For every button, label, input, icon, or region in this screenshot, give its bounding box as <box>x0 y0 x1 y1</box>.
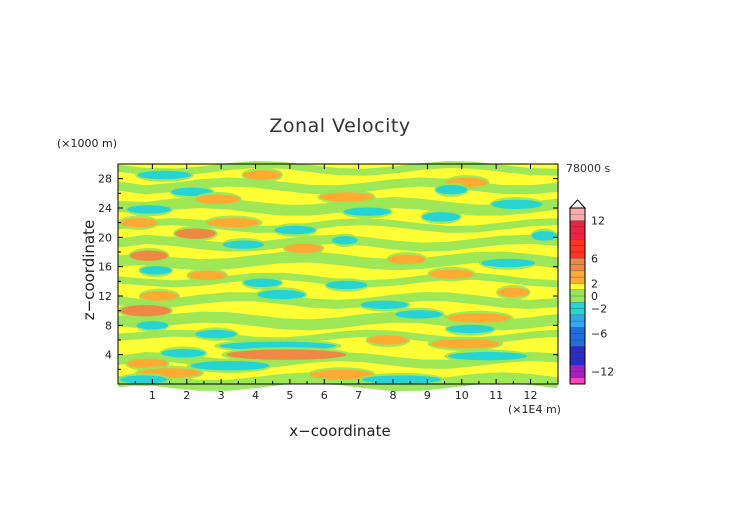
colorbar-extend-arrow <box>568 199 587 209</box>
field-band-neutral <box>117 292 559 309</box>
y-tick-label: 16 <box>98 261 112 274</box>
colorbar-tick-label: −6 <box>591 328 607 341</box>
x-axis: 1 2 3 4 5 6 7 8 9 10 11 12 <box>134 164 549 402</box>
field-band <box>126 205 172 214</box>
x-tick-label: 9 <box>424 389 431 402</box>
field-band <box>226 349 347 360</box>
field-band <box>119 217 158 228</box>
field-band <box>195 194 240 204</box>
field-band <box>343 207 391 216</box>
field-band <box>531 231 557 241</box>
field-band-neutral <box>117 197 559 216</box>
field-band <box>174 228 216 239</box>
colorbar-segment <box>570 220 585 240</box>
field-band <box>120 304 171 317</box>
field-band <box>284 243 323 254</box>
field-band <box>447 313 511 323</box>
field-band-neutral <box>117 251 559 271</box>
field-band <box>326 280 368 290</box>
time-label: 78000 s <box>566 162 611 175</box>
field-band <box>274 225 316 235</box>
field-band <box>332 236 358 245</box>
colorbar: 12 6 20−2 −6 −12 <box>568 199 614 385</box>
y-tick-label: 12 <box>98 290 112 303</box>
colorbar-tick-label: 2 <box>591 277 598 290</box>
field-band <box>435 184 468 195</box>
plot-frame <box>117 163 559 385</box>
field-band <box>140 266 172 275</box>
colorbar-tick-label: 0 <box>591 290 598 303</box>
field-band <box>257 289 305 300</box>
field-band <box>491 199 543 210</box>
field-band-neutral <box>117 218 559 233</box>
field-band-neutral <box>117 177 559 195</box>
field-band <box>367 335 409 345</box>
x-tick-label: 8 <box>390 389 397 402</box>
y-tick-label: 24 <box>98 202 112 215</box>
colorbar-tick-label: −12 <box>591 365 614 378</box>
y-axis-label: z−coordinate <box>80 219 98 321</box>
field-band <box>243 278 282 287</box>
colorbar-segment <box>570 327 585 347</box>
y-tick-label: 4 <box>105 349 112 362</box>
colorbar-tick-label: −2 <box>591 303 607 316</box>
x-tick-label: 1 <box>149 389 156 402</box>
field-band <box>309 369 374 380</box>
field-band <box>188 270 227 281</box>
field-band <box>129 250 168 261</box>
y-axis: 4 8 12 16 20 24 28 <box>98 173 558 370</box>
field-band <box>497 287 530 298</box>
x-tick-label: 12 <box>524 389 538 402</box>
y-tick-label: 28 <box>98 173 112 186</box>
field-band <box>387 254 426 265</box>
field-band <box>395 310 443 319</box>
field-band <box>429 269 474 279</box>
colorbar-segment <box>570 283 585 290</box>
field-band <box>360 300 409 309</box>
x-tick-label: 5 <box>286 389 293 402</box>
colorbar-segment <box>570 239 585 259</box>
field-band <box>140 291 179 301</box>
plot-area <box>117 160 559 391</box>
chart-title: Zonal Velocity <box>269 115 411 137</box>
x-axis-label: x−coordinate <box>289 422 391 440</box>
x-tick-label: 6 <box>321 389 328 402</box>
field-band <box>126 358 168 369</box>
x-tick-label: 10 <box>455 389 469 402</box>
y-tick-label: 20 <box>98 231 112 244</box>
field-band <box>195 329 237 339</box>
x-tick-label: 2 <box>183 389 190 402</box>
field-band <box>137 170 192 180</box>
x-tick-label: 4 <box>252 389 259 402</box>
field-band <box>243 170 282 180</box>
colorbar-segment <box>570 346 585 366</box>
field-band <box>190 360 270 371</box>
x-tick-label: 3 <box>218 389 225 402</box>
colorbar-tick-label: 12 <box>591 215 605 228</box>
x-tick-label: 7 <box>355 389 362 402</box>
field-band <box>446 324 495 334</box>
y-tick-label: 8 <box>105 319 112 332</box>
field-band <box>422 212 461 222</box>
field-band <box>362 375 442 384</box>
y-axis-unit: (×1000 m) <box>57 137 118 150</box>
colorbar-segment <box>570 377 585 384</box>
field-band <box>448 351 528 361</box>
field-band <box>206 217 261 228</box>
x-axis-unit: (×1E4 m) <box>508 403 561 416</box>
field-band <box>222 240 265 249</box>
field-band <box>120 375 168 384</box>
field-band <box>319 192 374 202</box>
field-band <box>430 338 500 349</box>
colorbar-tick-label: 6 <box>591 252 598 265</box>
field-band <box>161 349 206 358</box>
x-tick-label: 11 <box>489 389 503 402</box>
field-band-neutral <box>117 160 559 176</box>
field-band <box>481 258 536 268</box>
field-band <box>136 321 169 330</box>
